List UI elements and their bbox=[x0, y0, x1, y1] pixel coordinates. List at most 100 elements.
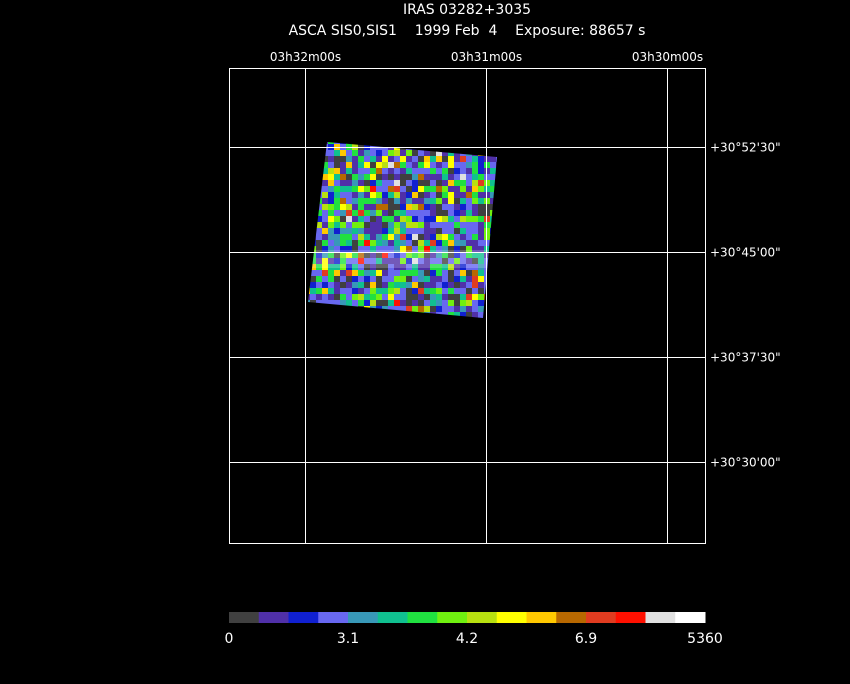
pixel bbox=[490, 246, 496, 252]
pixel bbox=[346, 192, 352, 198]
pixel bbox=[418, 150, 424, 156]
pixel bbox=[490, 210, 496, 216]
pixel bbox=[472, 240, 478, 246]
pixel bbox=[490, 264, 496, 270]
pixel bbox=[340, 240, 346, 246]
pixel bbox=[454, 264, 460, 270]
colorbar-swatch bbox=[437, 612, 468, 623]
pixel bbox=[460, 312, 466, 318]
pixel bbox=[472, 222, 478, 228]
pixel bbox=[382, 228, 388, 234]
pixel bbox=[400, 252, 406, 258]
pixel bbox=[394, 162, 400, 168]
pixel bbox=[430, 258, 436, 264]
pixel bbox=[322, 222, 328, 228]
pixel bbox=[394, 318, 400, 324]
pixel bbox=[340, 282, 346, 288]
pixel bbox=[346, 204, 352, 210]
pixel bbox=[352, 192, 358, 198]
pixel bbox=[310, 142, 316, 144]
pixel bbox=[442, 306, 448, 312]
pixel bbox=[430, 312, 436, 318]
pixel bbox=[376, 300, 382, 306]
pixel bbox=[430, 216, 436, 222]
pixel bbox=[478, 162, 484, 168]
pixel bbox=[490, 318, 496, 324]
pixel bbox=[382, 198, 388, 204]
pixel bbox=[400, 234, 406, 240]
pixel bbox=[310, 270, 316, 276]
pixel bbox=[472, 270, 478, 276]
pixel bbox=[370, 192, 376, 198]
pixel bbox=[496, 264, 497, 270]
pixel bbox=[308, 240, 310, 246]
colorbar-swatch bbox=[348, 612, 379, 623]
pixel bbox=[406, 264, 412, 270]
pixel bbox=[478, 168, 484, 174]
pixel bbox=[316, 240, 322, 246]
pixel bbox=[460, 240, 466, 246]
pixel bbox=[334, 142, 340, 144]
pixel bbox=[478, 156, 484, 162]
pixel bbox=[328, 306, 334, 312]
pixel bbox=[418, 252, 424, 258]
pixel bbox=[442, 252, 448, 258]
pixel bbox=[376, 318, 382, 324]
pixel bbox=[382, 294, 388, 300]
pixel bbox=[322, 246, 328, 252]
pixel bbox=[376, 228, 382, 234]
pixel bbox=[430, 270, 436, 276]
pixel bbox=[466, 142, 472, 144]
pixel bbox=[382, 234, 388, 240]
pixel bbox=[352, 282, 358, 288]
pixel bbox=[382, 180, 388, 186]
pixel bbox=[424, 306, 430, 312]
xray-image bbox=[308, 142, 497, 324]
pixel bbox=[370, 150, 376, 156]
pixel bbox=[436, 306, 442, 312]
pixel bbox=[394, 258, 400, 264]
pixel bbox=[424, 234, 430, 240]
pixel bbox=[334, 306, 340, 312]
pixel bbox=[322, 234, 328, 240]
pixel bbox=[340, 306, 346, 312]
pixel bbox=[442, 180, 448, 186]
pixel bbox=[310, 192, 316, 198]
pixel bbox=[352, 216, 358, 222]
pixel bbox=[442, 162, 448, 168]
pixel bbox=[448, 252, 454, 258]
pixel bbox=[340, 288, 346, 294]
pixel bbox=[370, 306, 376, 312]
pixel bbox=[340, 318, 346, 324]
pixel bbox=[454, 168, 460, 174]
pixel bbox=[424, 156, 430, 162]
pixel bbox=[308, 150, 310, 156]
pixel bbox=[382, 162, 388, 168]
subtitle: ASCA SIS0,SIS1 1999 Feb 4 Exposure: 8865… bbox=[289, 23, 646, 39]
pixel bbox=[346, 142, 352, 144]
pixel bbox=[334, 282, 340, 288]
pixel bbox=[334, 312, 340, 318]
pixel bbox=[412, 174, 418, 180]
pixel bbox=[472, 168, 478, 174]
pixel bbox=[316, 300, 322, 306]
pixel bbox=[466, 264, 472, 270]
pixel bbox=[358, 198, 364, 204]
pixel bbox=[490, 312, 496, 318]
pixel bbox=[442, 192, 448, 198]
pixel bbox=[496, 276, 497, 282]
pixel bbox=[370, 276, 376, 282]
pixel bbox=[460, 270, 466, 276]
pixel bbox=[490, 204, 496, 210]
pixel bbox=[418, 222, 424, 228]
pixel bbox=[466, 156, 472, 162]
pixel bbox=[472, 252, 478, 258]
pixel bbox=[442, 312, 448, 318]
pixel bbox=[490, 186, 496, 192]
pixel bbox=[436, 240, 442, 246]
pixel bbox=[472, 264, 478, 270]
pixel bbox=[358, 306, 364, 312]
pixel bbox=[472, 216, 478, 222]
pixel bbox=[418, 228, 424, 234]
pixel bbox=[466, 252, 472, 258]
